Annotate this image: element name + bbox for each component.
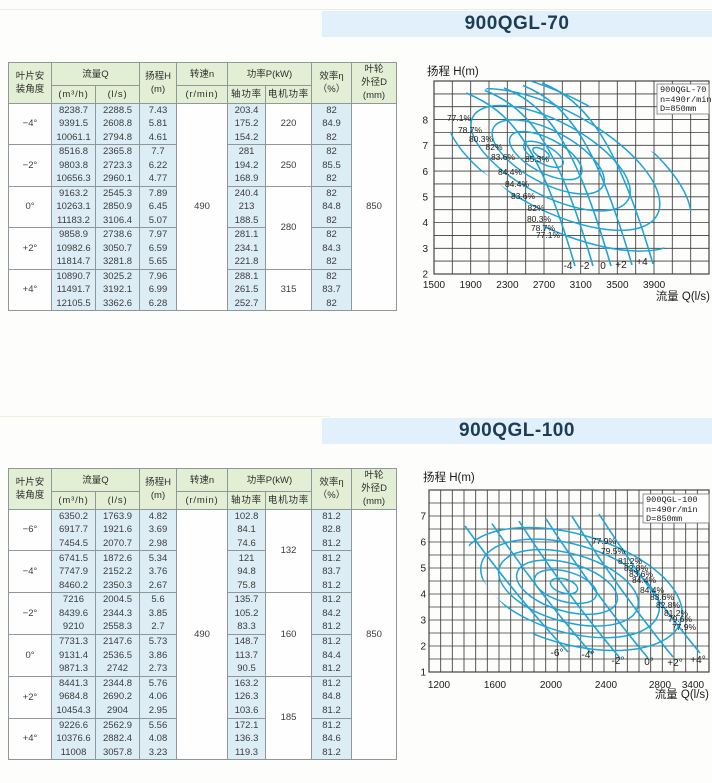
svg-text:5: 5 bbox=[420, 564, 426, 575]
svg-text:n=490r/min: n=490r/min bbox=[660, 95, 712, 105]
svg-text:84.4%: 84.4% bbox=[505, 179, 530, 189]
svg-text:77.1%: 77.1% bbox=[447, 113, 472, 123]
svg-text:3100: 3100 bbox=[570, 280, 593, 291]
svg-text:1600: 1600 bbox=[484, 680, 507, 691]
svg-text:7: 7 bbox=[420, 512, 426, 523]
svg-text:2400: 2400 bbox=[595, 680, 618, 691]
svg-text:2000: 2000 bbox=[540, 680, 563, 691]
svg-text:77.1%: 77.1% bbox=[536, 230, 561, 240]
svg-text:3400: 3400 bbox=[682, 680, 705, 691]
svg-text:+2°: +2° bbox=[667, 658, 682, 669]
svg-text:-4: -4 bbox=[564, 261, 573, 272]
svg-text:7: 7 bbox=[422, 141, 428, 152]
svg-text:4: 4 bbox=[422, 218, 428, 229]
svg-text:80.3%: 80.3% bbox=[469, 134, 494, 144]
svg-text:84.4%: 84.4% bbox=[640, 585, 665, 595]
svg-text:流量 Q(l/s): 流量 Q(l/s) bbox=[656, 289, 710, 303]
svg-text:85.3%: 85.3% bbox=[525, 154, 550, 164]
svg-text:82.8%: 82.8% bbox=[656, 600, 681, 610]
svg-text:8: 8 bbox=[422, 116, 428, 127]
svg-text:-2°: -2° bbox=[612, 656, 625, 667]
svg-text:流量 Q(l/s): 流量 Q(l/s) bbox=[655, 687, 709, 701]
svg-text:3900: 3900 bbox=[643, 280, 666, 291]
svg-text:900QGL-70: 900QGL-70 bbox=[660, 85, 706, 95]
svg-text:4: 4 bbox=[420, 590, 426, 601]
svg-text:2300: 2300 bbox=[496, 280, 519, 291]
svg-text:2800: 2800 bbox=[649, 680, 672, 691]
svg-text:82%: 82% bbox=[527, 203, 544, 213]
svg-text:2700: 2700 bbox=[533, 280, 556, 291]
svg-text:1900: 1900 bbox=[460, 280, 483, 291]
svg-text:+4°: +4° bbox=[690, 655, 705, 666]
svg-text:83.6%: 83.6% bbox=[511, 191, 536, 201]
svg-text:79.5%: 79.5% bbox=[601, 546, 626, 556]
svg-text:-6°: -6° bbox=[551, 648, 564, 659]
svg-text:78.7%: 78.7% bbox=[531, 223, 556, 233]
svg-text:3500: 3500 bbox=[606, 280, 629, 291]
svg-text:6: 6 bbox=[422, 167, 428, 178]
svg-text:1: 1 bbox=[420, 668, 426, 679]
svg-text:5: 5 bbox=[422, 193, 428, 204]
svg-text:77.9%: 77.9% bbox=[592, 536, 617, 546]
svg-text:79.6%: 79.6% bbox=[668, 614, 693, 624]
svg-text:3: 3 bbox=[420, 616, 426, 627]
svg-text:77.9%: 77.9% bbox=[672, 622, 697, 632]
svg-text:84.4%: 84.4% bbox=[632, 575, 657, 585]
svg-text:83.6%: 83.6% bbox=[629, 569, 654, 579]
svg-text:2: 2 bbox=[420, 642, 426, 653]
svg-text:81.2%: 81.2% bbox=[618, 556, 643, 566]
svg-text:81.2%: 81.2% bbox=[664, 608, 689, 618]
svg-text:D=850mm: D=850mm bbox=[646, 514, 682, 524]
svg-text:83.6%: 83.6% bbox=[491, 152, 516, 162]
svg-text:900QGL-100: 900QGL-100 bbox=[646, 495, 698, 505]
svg-text:扬程 H(m): 扬程 H(m) bbox=[423, 470, 475, 484]
svg-text:扬程 H(m): 扬程 H(m) bbox=[427, 64, 479, 78]
svg-text:82%: 82% bbox=[485, 142, 502, 152]
svg-text:2: 2 bbox=[422, 270, 428, 281]
svg-text:6: 6 bbox=[420, 538, 426, 549]
svg-text:-2: -2 bbox=[581, 261, 590, 272]
svg-text:D=850mm: D=850mm bbox=[660, 104, 696, 114]
svg-text:3: 3 bbox=[422, 244, 428, 255]
svg-text:80.3%: 80.3% bbox=[527, 214, 552, 224]
svg-text:78.7%: 78.7% bbox=[458, 125, 483, 135]
svg-text:83.6%: 83.6% bbox=[650, 592, 675, 602]
svg-text:+2: +2 bbox=[615, 260, 627, 271]
svg-text:n=490r/min: n=490r/min bbox=[646, 505, 698, 515]
svg-text:82.8%: 82.8% bbox=[624, 563, 649, 573]
svg-text:1500: 1500 bbox=[423, 280, 446, 291]
svg-text:84.4%: 84.4% bbox=[498, 167, 523, 177]
svg-text:-4°: -4° bbox=[582, 650, 595, 661]
svg-text:0: 0 bbox=[600, 261, 606, 272]
svg-text:1200: 1200 bbox=[428, 680, 451, 691]
svg-text:+4: +4 bbox=[636, 257, 648, 268]
svg-text:0°: 0° bbox=[644, 657, 654, 668]
